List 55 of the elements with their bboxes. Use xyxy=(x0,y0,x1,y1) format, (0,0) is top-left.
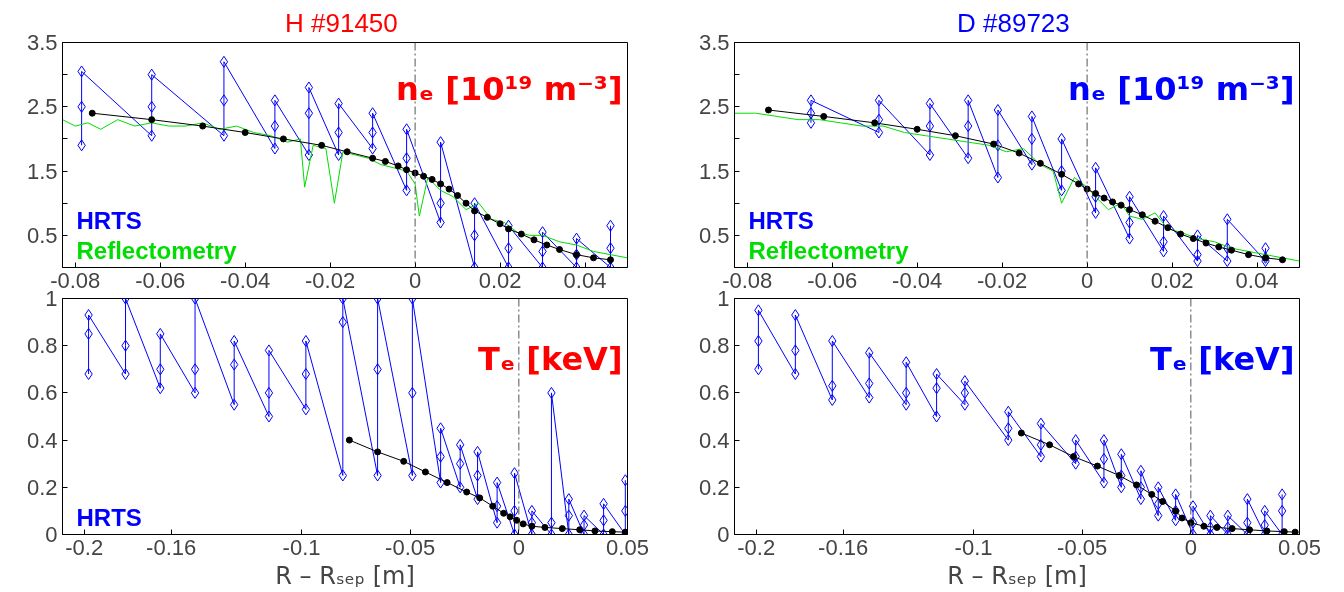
y-tick-label: 0.4 xyxy=(698,427,730,453)
x-tick-label: -0.16 xyxy=(146,534,197,560)
y-tick-label: 0.8 xyxy=(698,333,730,359)
annotation: Tₑ [keV] xyxy=(1150,339,1295,378)
x-tick-label: 0.02 xyxy=(478,267,522,293)
y-tick-label: 2.5 xyxy=(698,94,730,120)
y-tick-label: 0.5 xyxy=(26,222,58,248)
text: HRTS xyxy=(748,206,814,234)
x-tick-label: 0 xyxy=(1184,534,1197,560)
y-tick-label: 1.5 xyxy=(26,158,58,184)
y-tick-label: 0.2 xyxy=(26,474,58,500)
y-tick-label: 3.5 xyxy=(26,30,58,55)
x-axis-title: R – Rₛₑₚ [m] xyxy=(947,561,1087,590)
x-tick-label: 0.02 xyxy=(1150,267,1194,293)
text: Reflectometry xyxy=(748,236,910,264)
x-tick-label: 0 xyxy=(512,534,525,560)
x-tick-label: -0.02 xyxy=(305,267,356,293)
y-tick-label: 1.5 xyxy=(698,158,730,184)
x-tick-label: -0.1 xyxy=(954,534,993,560)
x-tick-label: -0.04 xyxy=(892,267,943,293)
y-tick-label: 1 xyxy=(717,286,730,311)
y-tick-label: 1 xyxy=(45,286,58,311)
x-tick-label: -0.2 xyxy=(65,534,104,560)
y-tick-label: 0.8 xyxy=(26,333,58,359)
y-tick-label: 0.6 xyxy=(26,380,58,406)
y-tick-label: 0.5 xyxy=(698,222,730,248)
x-tick-label: 0.05 xyxy=(606,534,649,560)
y-tick-label: 0.4 xyxy=(26,427,58,453)
x-tick-label: 0.05 xyxy=(1278,534,1321,560)
x-tick-label: -0.05 xyxy=(1057,534,1108,560)
x-tick-label: 0.04 xyxy=(563,267,607,293)
x-tick-label: -0.05 xyxy=(385,534,436,560)
text: HRTS xyxy=(76,206,142,234)
x-tick-label: 0.04 xyxy=(1235,267,1279,293)
annotation: nₑ [10¹⁹ m⁻³] xyxy=(1068,69,1295,108)
y-tick-label: 0.6 xyxy=(698,380,730,406)
chart-title: D #89723 xyxy=(957,7,1070,38)
x-tick-label: -0.02 xyxy=(977,267,1028,293)
y-tick-label: 3.5 xyxy=(698,30,730,55)
text: HRTS xyxy=(76,503,142,531)
annotation: Tₑ [keV] xyxy=(478,339,623,378)
x-tick-label: -0.06 xyxy=(135,267,186,293)
annotation: nₑ [10¹⁹ m⁻³] xyxy=(396,69,623,108)
x-tick-label: 0 xyxy=(1080,267,1094,293)
y-tick-label: 2.5 xyxy=(26,94,58,120)
y-tick-label: 0.2 xyxy=(698,474,730,500)
x-tick-label: -0.04 xyxy=(220,267,271,293)
x-axis-title: R – Rₛₑₚ [m] xyxy=(275,561,415,590)
text: Reflectometry xyxy=(76,236,238,264)
x-tick-label: -0.06 xyxy=(807,267,858,293)
x-tick-label: -0.16 xyxy=(818,534,869,560)
x-tick-label: -0.2 xyxy=(737,534,776,560)
x-tick-label: -0.1 xyxy=(282,534,321,560)
x-tick-label: 0 xyxy=(408,267,422,293)
chart-title: H #91450 xyxy=(285,7,398,38)
